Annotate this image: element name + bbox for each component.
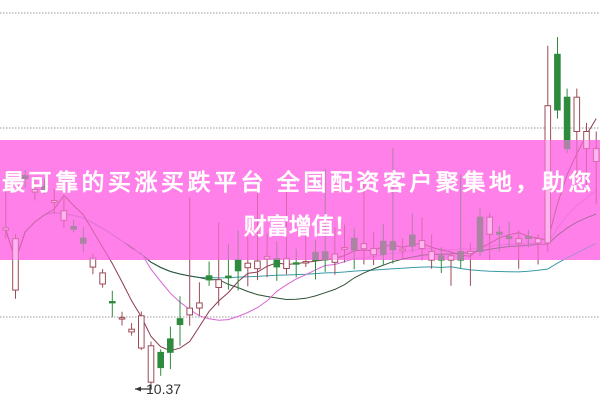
svg-text:10.37: 10.37 [146,381,181,397]
